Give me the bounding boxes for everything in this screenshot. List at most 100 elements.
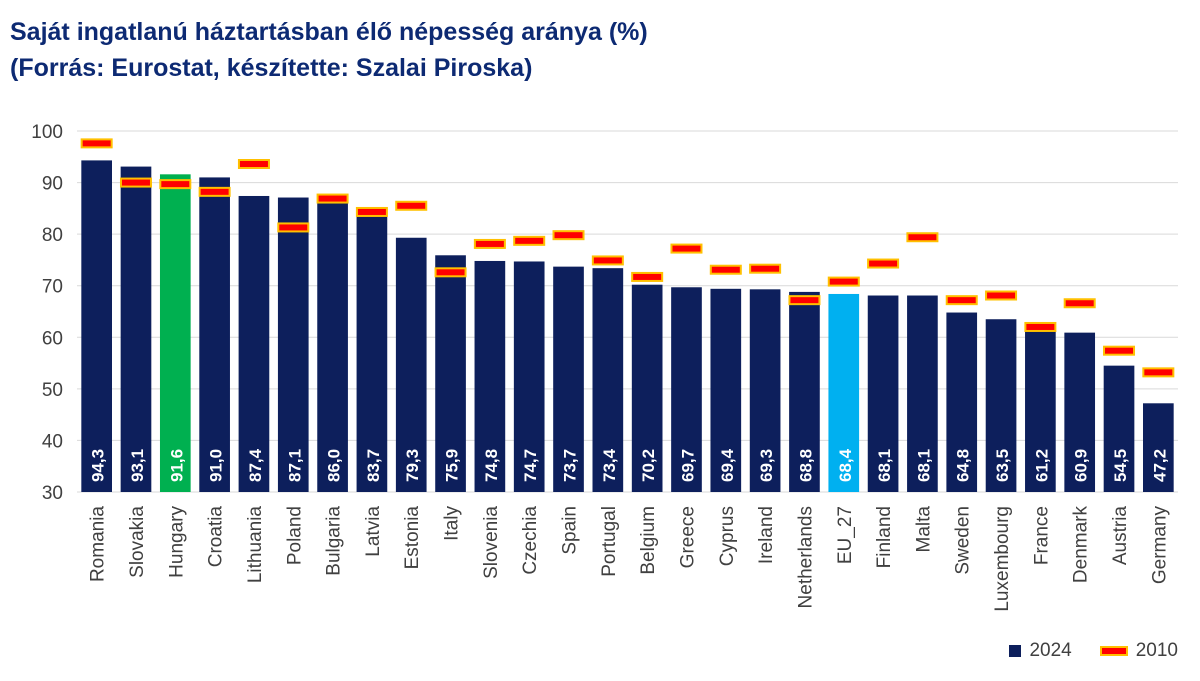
x-tick-label: Netherlands <box>795 506 816 608</box>
x-tick-label: Lithuania <box>245 506 266 584</box>
x-tick-label: Poland <box>284 506 305 565</box>
x-tick-label: Italy <box>442 506 463 541</box>
y-tick-label: 60 <box>42 328 63 349</box>
bar-denmark <box>1064 332 1096 492</box>
y-tick-label: 80 <box>42 225 63 246</box>
x-tick-label: Estonia <box>402 506 423 570</box>
legend-item-2010: 2010 <box>1099 640 1178 662</box>
marker-2010-france <box>1024 321 1057 332</box>
legend-label-2010: 2010 <box>1135 640 1178 661</box>
data-label: 86,0 <box>325 449 344 482</box>
data-label: 75,9 <box>443 449 462 482</box>
bar-lithuania <box>238 195 270 493</box>
x-tick-label: France <box>1031 506 1052 565</box>
marker-2010-ireland <box>749 263 782 274</box>
data-label: 69,7 <box>678 449 697 482</box>
bar-germany <box>1143 403 1174 492</box>
bar-finland <box>867 295 899 492</box>
bar-portugal <box>592 268 624 492</box>
data-label: 87,1 <box>285 449 304 482</box>
data-label: 79,3 <box>403 449 422 482</box>
marker-2010-hungary <box>159 179 192 190</box>
x-tick-label: Latvia <box>363 506 384 557</box>
marker-2010-croatia <box>198 186 231 197</box>
data-label: 73,4 <box>600 448 619 482</box>
x-tick-label: Romania <box>88 506 109 582</box>
legend: 2024 2010 <box>1009 640 1178 662</box>
bar-slovakia <box>120 166 152 492</box>
marker-2010-germany <box>1142 367 1175 378</box>
bar-eu_27 <box>828 293 860 492</box>
x-tick-label: Portugal <box>599 506 620 577</box>
y-tick-label: 40 <box>42 431 63 452</box>
bar-hungary <box>159 174 191 492</box>
legend-item-2024: 2024 <box>1009 640 1072 662</box>
x-tick-label: Czechia <box>520 506 541 575</box>
x-tick-label: Ireland <box>756 506 777 564</box>
x-tick-label: Greece <box>677 506 698 568</box>
legend-swatch-bar <box>1009 645 1022 657</box>
bar-italy <box>435 255 466 492</box>
bar-cyprus <box>710 288 742 492</box>
legend-swatch-marker <box>1099 646 1128 656</box>
bar-sweden <box>946 312 978 492</box>
bar-luxembourg <box>985 319 1017 492</box>
marker-2010-sweden <box>945 295 978 306</box>
data-label: 54,5 <box>1111 449 1130 482</box>
marker-2010-malta <box>906 232 939 243</box>
y-tick-label: 100 <box>31 122 63 143</box>
y-tick-label: 90 <box>42 174 63 195</box>
x-tick-label: Slovakia <box>127 506 148 578</box>
x-tick-label: Hungary <box>166 506 187 578</box>
marker-2010-czechia <box>513 235 546 246</box>
bar-netherlands <box>789 291 820 492</box>
data-label: 93,1 <box>128 449 147 482</box>
bar-poland <box>277 197 309 492</box>
marker-2010-cyprus <box>709 264 742 275</box>
x-tick-label: Luxembourg <box>992 506 1013 612</box>
y-tick-label: 50 <box>42 380 63 401</box>
legend-label-2024: 2024 <box>1029 640 1072 661</box>
marker-2010-poland <box>277 222 310 233</box>
x-tick-label: Malta <box>913 506 934 553</box>
data-label: 74,7 <box>521 449 540 482</box>
data-label: 70,2 <box>639 449 658 482</box>
data-label: 47,2 <box>1150 449 1169 482</box>
data-label: 74,8 <box>482 449 501 482</box>
x-tick-label: Belgium <box>638 506 659 575</box>
data-label: 63,5 <box>993 449 1012 482</box>
bar-croatia <box>199 177 230 492</box>
marker-2010-estonia <box>395 200 428 211</box>
marker-2010-denmark <box>1063 298 1096 309</box>
chart-title-line1: Saját ingatlanú háztartásban élő népessé… <box>10 18 648 46</box>
bar-france <box>1025 331 1056 492</box>
marker-2010-bulgaria <box>316 193 349 204</box>
x-tick-label: Sweden <box>953 506 974 575</box>
bar-ireland <box>749 289 781 492</box>
data-label: 69,3 <box>757 449 776 482</box>
bar-malta <box>907 295 938 492</box>
marker-2010-romania <box>80 138 113 149</box>
marker-2010-luxembourg <box>985 290 1018 301</box>
marker-2010-lithuania <box>237 159 270 170</box>
data-label: 69,4 <box>718 448 737 482</box>
data-label: 64,8 <box>954 449 973 482</box>
bar-latvia <box>356 215 388 492</box>
y-tick-label: 70 <box>42 277 63 298</box>
data-label: 68,1 <box>914 449 933 482</box>
marker-2010-portugal <box>591 255 624 266</box>
x-tick-label: Spain <box>560 506 581 555</box>
bar-slovenia <box>474 260 506 492</box>
data-label: 83,7 <box>364 449 383 482</box>
data-label: 68,1 <box>875 449 894 482</box>
x-tick-label: Cyprus <box>717 506 738 566</box>
data-label: 73,7 <box>561 449 580 482</box>
bar-spain <box>553 266 584 492</box>
x-tick-label: Slovenia <box>481 506 502 579</box>
marker-2010-eu_27 <box>827 276 860 287</box>
data-label: 91,0 <box>207 449 226 482</box>
data-label: 61,2 <box>1032 449 1051 482</box>
x-tick-label: Bulgaria <box>324 506 345 576</box>
